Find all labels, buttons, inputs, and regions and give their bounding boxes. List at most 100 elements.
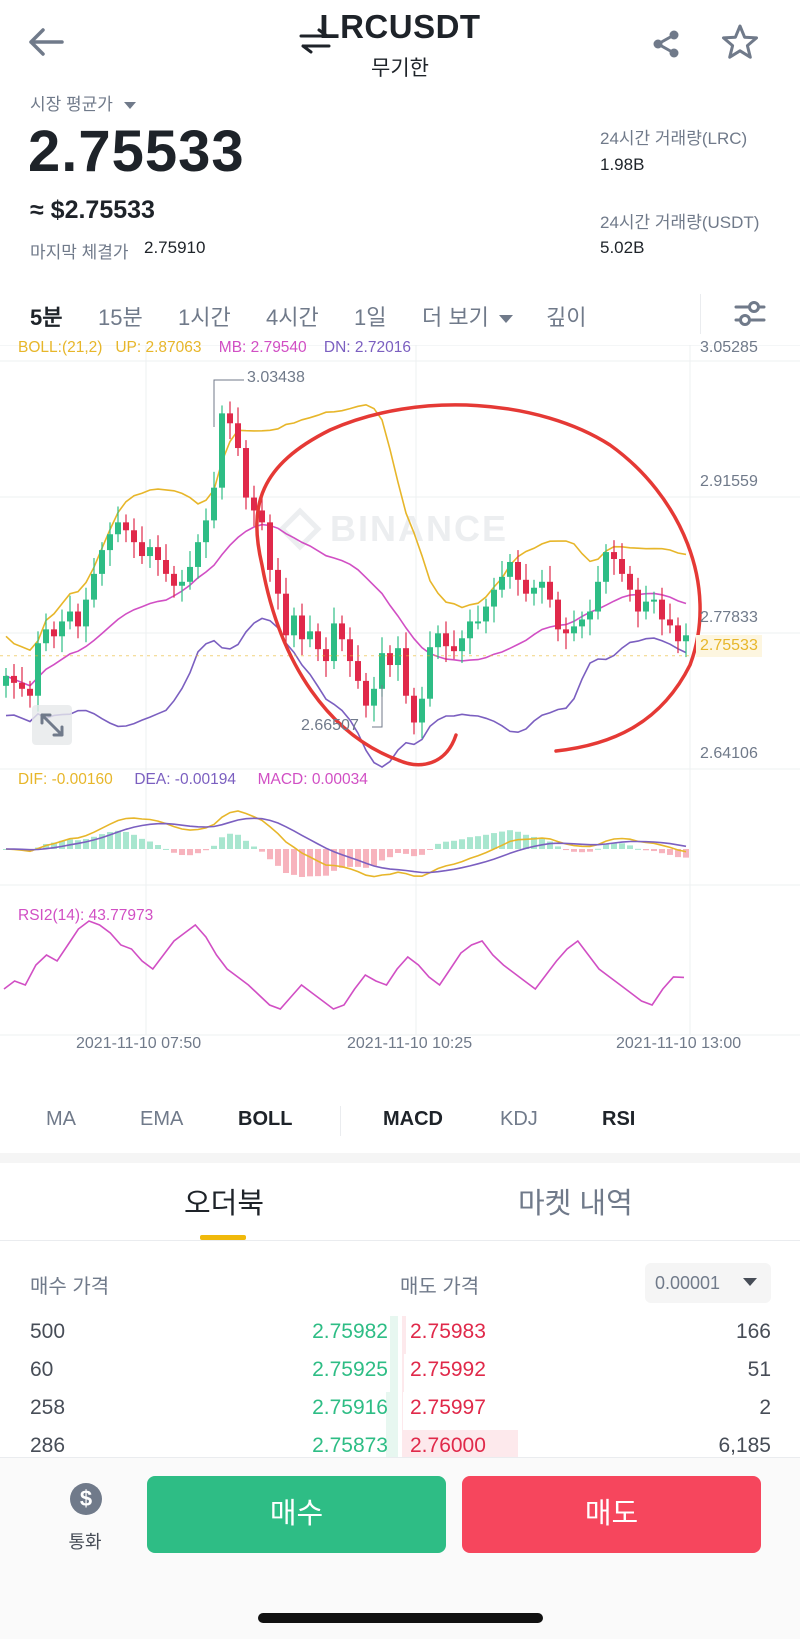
- macd-histogram-bar: [283, 849, 289, 874]
- vol-quote-value: 5.02B: [600, 238, 645, 257]
- price-source-label: 시장 평균가: [30, 95, 113, 114]
- vol-base-value: 1.98B: [600, 155, 645, 174]
- boll-params: BOLL:(21,2): [18, 339, 103, 356]
- ask-price: 2.75983: [410, 1320, 486, 1343]
- chart-settings-icon[interactable]: [733, 296, 769, 332]
- macd-histogram-bar: [419, 849, 425, 855]
- interval-1d[interactable]: 1일: [354, 305, 387, 330]
- candle-body: [467, 621, 473, 639]
- candle-body: [355, 661, 361, 681]
- symbol-title[interactable]: LRCUSDT: [319, 8, 481, 45]
- candle-body: [379, 653, 385, 689]
- macd-histogram-bar: [523, 834, 529, 849]
- interval-4h[interactable]: 4시간: [266, 305, 319, 330]
- contract-type: 무기한: [371, 57, 429, 80]
- candle-body: [363, 680, 369, 706]
- candlesticks: [0, 379, 690, 739]
- bid-depth-bar: [386, 1392, 398, 1430]
- boll-legend: BOLL:(21,2) UP: 2.87063 MB: 2.79540 DN: …: [18, 339, 411, 357]
- boll-lines: [5, 403, 687, 768]
- back-arrow-icon[interactable]: [24, 20, 68, 64]
- buy-button[interactable]: 매수: [147, 1476, 446, 1553]
- price-chart[interactable]: BINANCE BOLL:(21,2) UP: 2.87063 MB: 2.79…: [0, 339, 800, 1093]
- macd-histogram-bar: [651, 849, 657, 852]
- currency-dollar-icon[interactable]: $: [70, 1483, 102, 1515]
- candle-body: [107, 534, 113, 551]
- indicator-rsi[interactable]: RSI: [602, 1108, 636, 1130]
- watermark-text: BINANCE: [330, 508, 508, 549]
- swap-icon[interactable]: [298, 24, 332, 58]
- indicator-macd[interactable]: MACD: [383, 1108, 443, 1130]
- interval-tabs: 5분 15분 1시간 4시간 1일 더 보기 깊이: [0, 294, 800, 340]
- ask-quantity: 166: [735, 1320, 771, 1343]
- candle-body: [635, 589, 641, 612]
- macd-histogram-bar: [395, 849, 401, 853]
- boll-dn: DN: 2.72016: [323, 339, 411, 356]
- star-icon[interactable]: [718, 20, 762, 64]
- macd-histogram-bar: [459, 839, 465, 849]
- candle-body: [43, 629, 49, 644]
- candle-body: [267, 522, 273, 570]
- candle-body: [307, 631, 313, 640]
- interval-depth[interactable]: 깊이: [546, 305, 587, 330]
- indicator-ma[interactable]: MA: [46, 1108, 76, 1130]
- bid-quantity: 286: [30, 1434, 66, 1457]
- caret-down-icon: [743, 1278, 757, 1286]
- bid-price: 2.75916: [312, 1396, 388, 1419]
- candle-body: [243, 448, 249, 498]
- candle-body: [531, 587, 537, 594]
- macd-histogram-bar: [307, 849, 313, 877]
- macd-histogram-bar: [259, 849, 265, 852]
- precision-select[interactable]: 0.00001: [645, 1263, 771, 1303]
- candle-body: [171, 573, 177, 586]
- candle-body: [19, 682, 25, 689]
- macd-histogram-bar: [355, 849, 361, 867]
- candle-body: [419, 698, 425, 723]
- ask-quantity: 51: [747, 1358, 771, 1381]
- candle-body: [523, 579, 529, 594]
- sell-button[interactable]: 매도: [462, 1476, 761, 1553]
- price-axis-label: 3.05285: [700, 339, 758, 356]
- last-trade-price: 2.75910: [144, 238, 206, 257]
- fullscreen-expand-icon[interactable]: [32, 705, 72, 745]
- currency-label[interactable]: 통화: [68, 1532, 102, 1552]
- price-axis-label: 2.77833: [700, 609, 758, 626]
- interval-5m[interactable]: 5분: [30, 305, 63, 330]
- macd-histogram-bar: [235, 834, 241, 849]
- interval-1h[interactable]: 1시간: [178, 305, 231, 330]
- price-source-selector[interactable]: 시장 평균가: [30, 90, 136, 115]
- watermark-logo: [278, 507, 322, 551]
- orderbook-row[interactable]: 60 2.75925 2.75992 51: [0, 1354, 800, 1394]
- macd-histogram-bar: [411, 849, 417, 857]
- vol-quote-label: 24시간 거래량(USDT): [600, 213, 760, 232]
- macd-histogram-bar: [371, 849, 377, 866]
- caret-down-icon: [123, 102, 136, 110]
- ask-depth-bar: [402, 1392, 403, 1430]
- candle-body: [451, 646, 457, 652]
- interval-more[interactable]: 더 보기: [422, 300, 513, 332]
- interval-15m[interactable]: 15분: [98, 305, 143, 330]
- rsi-panel: [3, 920, 685, 1010]
- share-icon[interactable]: [646, 24, 686, 64]
- orderbook-row[interactable]: 258 2.75916 2.75997 2: [0, 1392, 800, 1432]
- macd-histogram-bar: [203, 849, 209, 851]
- candle-body: [163, 560, 169, 574]
- macd-histogram-bar: [331, 849, 337, 871]
- candle-body: [275, 569, 281, 594]
- macd-histogram-bar: [179, 849, 185, 856]
- indicator-ema[interactable]: EMA: [140, 1108, 184, 1130]
- bid-price: 2.75925: [312, 1358, 388, 1381]
- macd-histogram-bar: [443, 841, 449, 849]
- caret-down-icon: [498, 315, 513, 324]
- indicator-boll[interactable]: BOLL: [238, 1108, 293, 1130]
- indicator-kdj[interactable]: KDJ: [500, 1108, 538, 1130]
- tab-orderbook[interactable]: 오더북: [184, 1188, 265, 1220]
- macd-histogram-bar: [595, 848, 601, 850]
- macd-histogram-bar: [187, 849, 193, 856]
- usd-price: ≈ $2.75533: [30, 196, 155, 224]
- macd-histogram-bar: [315, 849, 321, 877]
- orderbook-row[interactable]: 500 2.75982 2.75983 166: [0, 1316, 800, 1356]
- candle-body: [403, 648, 409, 696]
- macd-histogram-bar: [299, 849, 305, 877]
- tab-market-trades[interactable]: 마켓 내역: [518, 1188, 633, 1220]
